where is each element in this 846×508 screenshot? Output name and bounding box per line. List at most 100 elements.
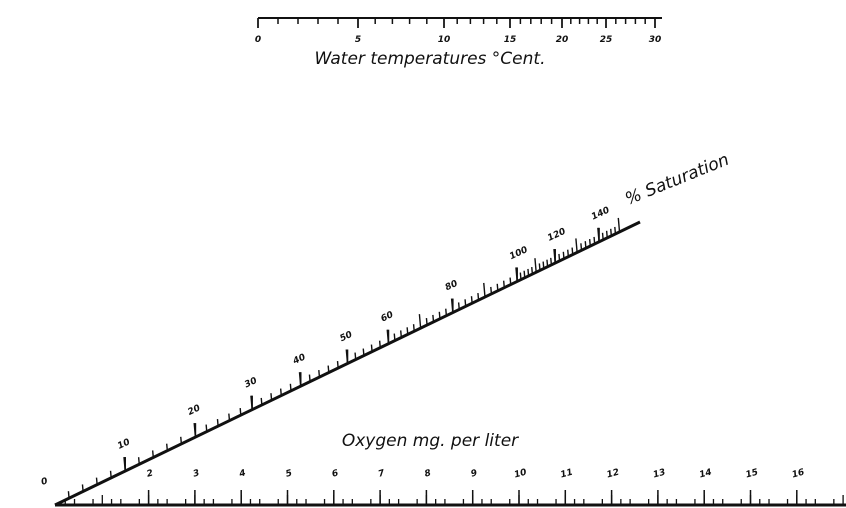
minor-tick <box>270 393 273 401</box>
minor-tick <box>477 293 480 301</box>
tick-label: 16 <box>791 468 806 481</box>
minor-tick <box>567 249 570 257</box>
tick-label: 2 <box>146 468 155 479</box>
minor-tick <box>354 352 357 360</box>
tick-label: 0 <box>40 476 49 487</box>
minor-tick <box>464 299 467 307</box>
tick-label: 4 <box>237 468 247 480</box>
minor-tick <box>137 457 140 465</box>
minor-tick <box>216 419 219 427</box>
tick-label: 25 <box>600 35 613 45</box>
minor-tick <box>327 365 330 373</box>
minor-tick <box>67 491 70 499</box>
minor-tick <box>400 330 403 338</box>
minor-tick <box>588 238 591 247</box>
tick-label: 140 <box>590 206 611 223</box>
minor-tick <box>617 217 621 232</box>
minor-tick <box>534 258 537 273</box>
minor-tick <box>502 280 505 288</box>
tick-label: 15 <box>504 35 517 45</box>
tick-label: 30 <box>649 35 662 45</box>
minor-tick <box>81 484 84 492</box>
minor-tick <box>593 236 596 244</box>
minor-tick <box>260 397 263 405</box>
minor-tick <box>509 277 512 285</box>
minor-tick <box>580 243 583 251</box>
minor-tick <box>166 443 169 451</box>
tick-label: 8 <box>424 468 433 479</box>
minor-tick <box>418 314 422 329</box>
minor-tick <box>370 344 373 352</box>
minor-tick <box>228 413 231 421</box>
tick-label: 9 <box>470 468 479 479</box>
minor-tick <box>542 261 545 269</box>
minor-tick <box>412 324 415 332</box>
minor-tick <box>393 333 396 341</box>
oxygen-title: Oxygen mg. per liter <box>342 431 519 451</box>
minor-tick <box>531 267 534 275</box>
tick-label: 50 <box>339 330 355 344</box>
tick-label: 12 <box>606 468 621 481</box>
tick-label: 40 <box>291 352 307 367</box>
tick-label: 20 <box>556 35 569 45</box>
minor-tick <box>95 477 98 485</box>
minor-tick <box>470 296 473 304</box>
minor-tick <box>457 302 460 310</box>
minor-tick <box>614 226 617 234</box>
tick-label: 10 <box>513 468 528 481</box>
tick-label: 10 <box>438 35 451 45</box>
minor-tick <box>519 272 522 280</box>
tick-label: 20 <box>186 403 202 417</box>
tick-label: 5 <box>355 35 361 45</box>
minor-tick <box>205 424 208 432</box>
tick-label: 5 <box>285 468 294 479</box>
tick-label: 10 <box>116 437 132 451</box>
tick-label: 7 <box>377 468 386 479</box>
minor-tick <box>406 327 409 335</box>
minor-tick <box>558 253 561 261</box>
tick-label: 11 <box>559 468 574 481</box>
minor-tick <box>538 263 541 271</box>
minor-tick <box>610 228 613 236</box>
tick-label: 3 <box>192 468 201 479</box>
minor-tick <box>445 308 448 316</box>
minor-tick <box>425 317 428 326</box>
minor-tick <box>308 374 311 382</box>
minor-tick <box>496 283 499 291</box>
minor-tick <box>601 232 604 240</box>
minor-tick <box>279 388 282 396</box>
minor-tick <box>571 247 574 255</box>
minor-tick <box>438 311 441 319</box>
minor-tick <box>483 282 486 298</box>
minor-tick <box>575 238 578 253</box>
tick-label: 14 <box>698 468 713 481</box>
minor-tick <box>318 370 321 378</box>
minor-tick <box>362 348 365 356</box>
minor-tick <box>109 470 112 478</box>
tick-label: 6 <box>331 468 340 479</box>
minor-tick <box>432 314 435 322</box>
minor-tick <box>180 436 183 444</box>
tick-label: 60 <box>379 310 395 324</box>
tick-label: 80 <box>444 279 460 293</box>
minor-tick <box>562 251 565 259</box>
temperature-title: Water temperatures °Cent. <box>315 49 546 69</box>
minor-tick <box>550 257 553 265</box>
minor-tick <box>546 259 549 267</box>
minor-tick <box>151 450 154 458</box>
minor-tick <box>584 241 587 249</box>
minor-tick <box>239 408 242 416</box>
tick-label: 30 <box>243 376 259 390</box>
minor-tick <box>490 286 493 294</box>
tick-label: 15 <box>745 468 760 481</box>
tick-label: 0 <box>255 35 261 45</box>
minor-tick <box>605 230 608 238</box>
tick-label: 100 <box>508 245 529 262</box>
minor-tick <box>336 360 339 369</box>
minor-tick <box>523 270 526 278</box>
minor-tick <box>527 268 530 276</box>
minor-tick <box>289 383 292 391</box>
minor-tick <box>378 340 381 348</box>
saturation-title: % Saturation <box>622 150 732 210</box>
